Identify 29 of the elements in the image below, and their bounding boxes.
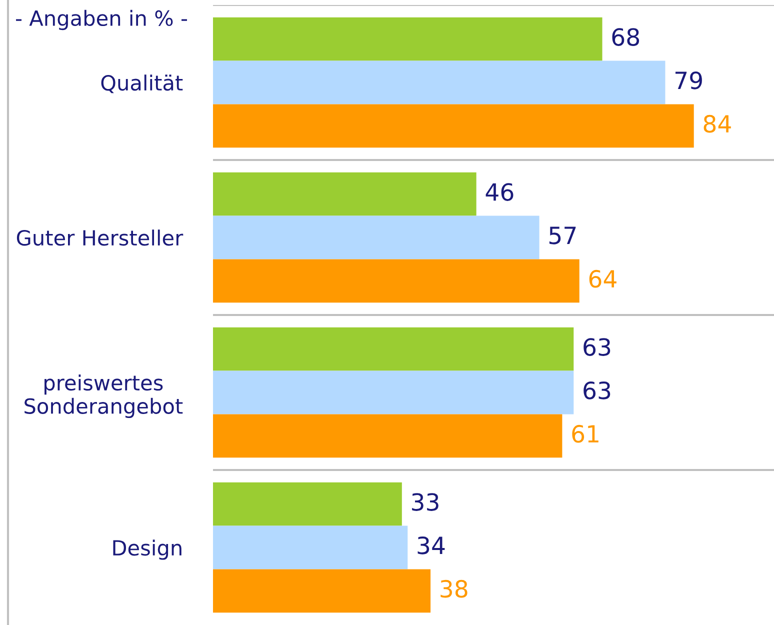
data-label: 34 — [418, 536, 445, 554]
data-label: 63 — [584, 381, 610, 400]
bar — [213, 482, 402, 526]
data-label: 84 — [704, 114, 731, 133]
bar — [213, 526, 408, 570]
data-label: 46 — [486, 183, 514, 201]
y-tick-label: Qualität — [101, 74, 183, 94]
data-label: 33 — [412, 493, 438, 511]
bar — [213, 172, 476, 216]
data-label: 64 — [589, 270, 616, 288]
data-label: 68 — [612, 28, 640, 46]
bar — [213, 259, 580, 303]
bar — [213, 327, 574, 371]
bar — [213, 569, 431, 613]
text: - Angaben in % - — [16, 10, 187, 30]
bar — [213, 104, 694, 148]
data-label: 79 — [676, 71, 702, 90]
bar — [213, 414, 562, 458]
y-tick-label: Guter Hersteller — [16, 230, 184, 246]
data-label: 57 — [549, 226, 576, 244]
bar — [213, 216, 540, 260]
bar — [213, 60, 666, 104]
data-label: 38 — [440, 580, 468, 598]
data-label: 61 — [572, 424, 598, 443]
data-label: 63 — [584, 338, 610, 356]
y-tick-label: preiswertes Sonderangebot — [24, 374, 183, 418]
y-tick-label: Design — [113, 540, 182, 560]
bar — [213, 370, 574, 414]
bar — [213, 17, 602, 61]
